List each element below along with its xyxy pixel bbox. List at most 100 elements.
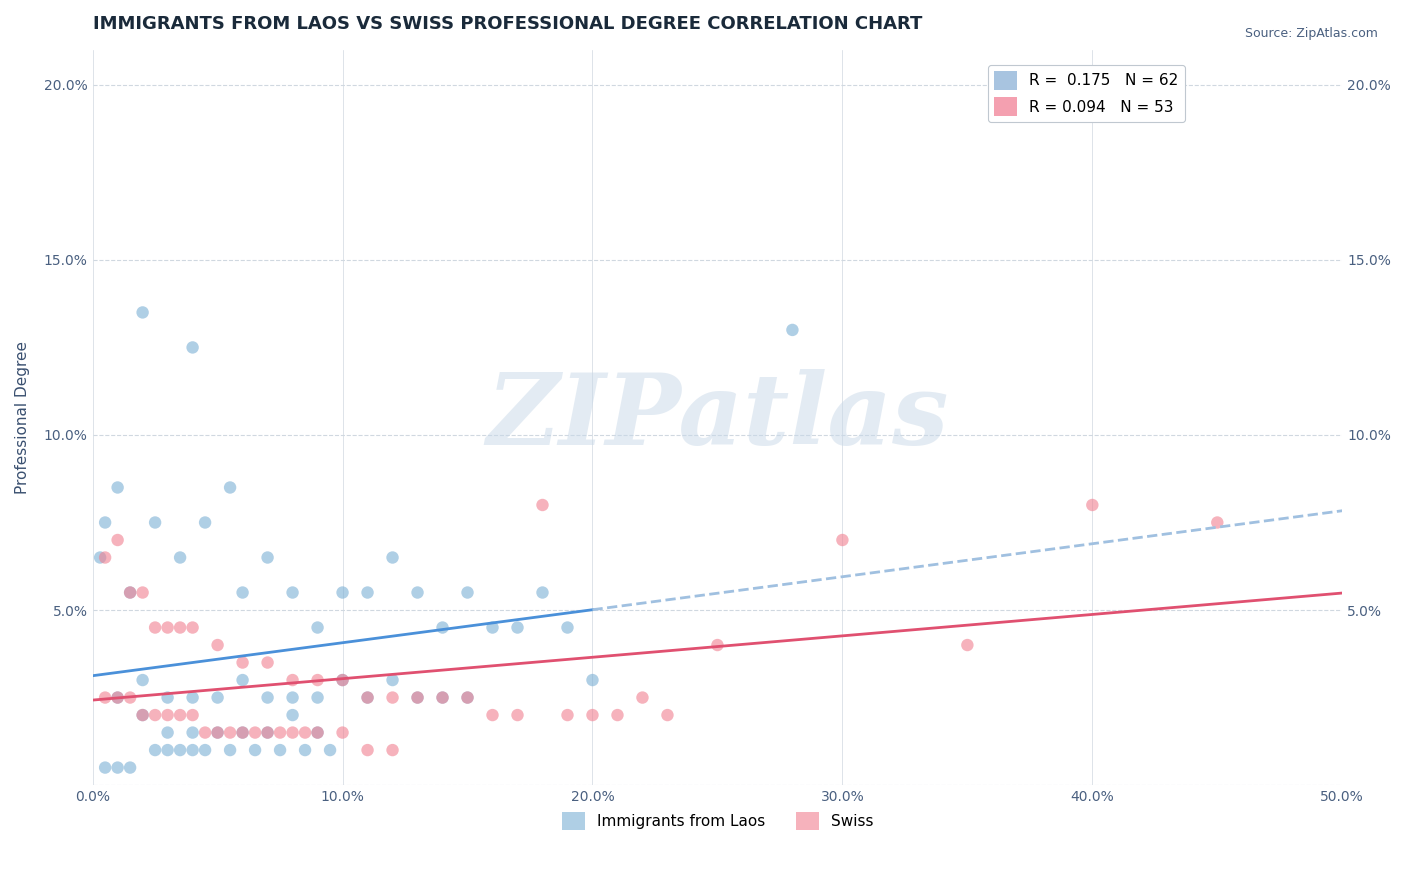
- Point: [207, 638, 229, 652]
- Point: [281, 585, 304, 599]
- Point: [219, 743, 242, 757]
- Point: [356, 743, 378, 757]
- Point: [307, 725, 329, 739]
- Point: [120, 585, 142, 599]
- Point: [131, 585, 153, 599]
- Point: [143, 621, 166, 635]
- Point: [506, 621, 529, 635]
- Point: [219, 725, 242, 739]
- Point: [243, 743, 266, 757]
- Legend: Immigrants from Laos, Swiss: Immigrants from Laos, Swiss: [555, 805, 879, 837]
- Point: [232, 725, 254, 739]
- Point: [307, 690, 329, 705]
- Point: [169, 550, 191, 565]
- Point: [194, 725, 217, 739]
- Point: [457, 585, 479, 599]
- Point: [256, 550, 278, 565]
- Point: [107, 533, 129, 547]
- Point: [381, 743, 404, 757]
- Point: [194, 743, 217, 757]
- Point: [169, 743, 191, 757]
- Point: [156, 743, 179, 757]
- Point: [181, 621, 204, 635]
- Point: [406, 690, 429, 705]
- Point: [232, 725, 254, 739]
- Point: [631, 690, 654, 705]
- Point: [107, 761, 129, 775]
- Point: [307, 725, 329, 739]
- Point: [94, 550, 117, 565]
- Point: [332, 725, 354, 739]
- Point: [581, 673, 603, 687]
- Point: [531, 585, 554, 599]
- Point: [307, 673, 329, 687]
- Point: [256, 725, 278, 739]
- Point: [281, 708, 304, 723]
- Point: [120, 585, 142, 599]
- Point: [269, 725, 291, 739]
- Point: [120, 690, 142, 705]
- Point: [381, 690, 404, 705]
- Point: [219, 481, 242, 495]
- Point: [156, 708, 179, 723]
- Point: [131, 673, 153, 687]
- Point: [243, 725, 266, 739]
- Point: [194, 516, 217, 530]
- Point: [207, 725, 229, 739]
- Point: [481, 621, 503, 635]
- Point: [256, 656, 278, 670]
- Point: [432, 690, 454, 705]
- Point: [831, 533, 853, 547]
- Point: [156, 725, 179, 739]
- Point: [281, 690, 304, 705]
- Point: [156, 621, 179, 635]
- Point: [131, 708, 153, 723]
- Point: [131, 305, 153, 319]
- Point: [181, 708, 204, 723]
- Point: [557, 708, 579, 723]
- Text: ZIPatlas: ZIPatlas: [486, 369, 949, 466]
- Point: [143, 743, 166, 757]
- Point: [131, 708, 153, 723]
- Point: [281, 673, 304, 687]
- Point: [432, 621, 454, 635]
- Point: [406, 585, 429, 599]
- Point: [657, 708, 679, 723]
- Point: [120, 761, 142, 775]
- Text: IMMIGRANTS FROM LAOS VS SWISS PROFESSIONAL DEGREE CORRELATION CHART: IMMIGRANTS FROM LAOS VS SWISS PROFESSION…: [93, 15, 922, 33]
- Point: [1206, 516, 1229, 530]
- Point: [181, 743, 204, 757]
- Point: [782, 323, 804, 337]
- Point: [581, 708, 603, 723]
- Point: [332, 673, 354, 687]
- Point: [319, 743, 342, 757]
- Point: [181, 690, 204, 705]
- Point: [256, 725, 278, 739]
- Point: [457, 690, 479, 705]
- Point: [557, 621, 579, 635]
- Point: [181, 725, 204, 739]
- Point: [107, 481, 129, 495]
- Point: [181, 341, 204, 355]
- Point: [207, 690, 229, 705]
- Point: [294, 743, 316, 757]
- Y-axis label: Professional Degree: Professional Degree: [15, 341, 30, 494]
- Point: [706, 638, 728, 652]
- Point: [169, 708, 191, 723]
- Point: [381, 673, 404, 687]
- Point: [606, 708, 628, 723]
- Point: [956, 638, 979, 652]
- Point: [94, 690, 117, 705]
- Point: [294, 725, 316, 739]
- Point: [89, 550, 111, 565]
- Point: [232, 656, 254, 670]
- Point: [506, 708, 529, 723]
- Point: [356, 690, 378, 705]
- Point: [432, 690, 454, 705]
- Point: [269, 743, 291, 757]
- Point: [207, 725, 229, 739]
- Text: Source: ZipAtlas.com: Source: ZipAtlas.com: [1244, 27, 1378, 40]
- Point: [94, 516, 117, 530]
- Point: [531, 498, 554, 512]
- Point: [1081, 498, 1104, 512]
